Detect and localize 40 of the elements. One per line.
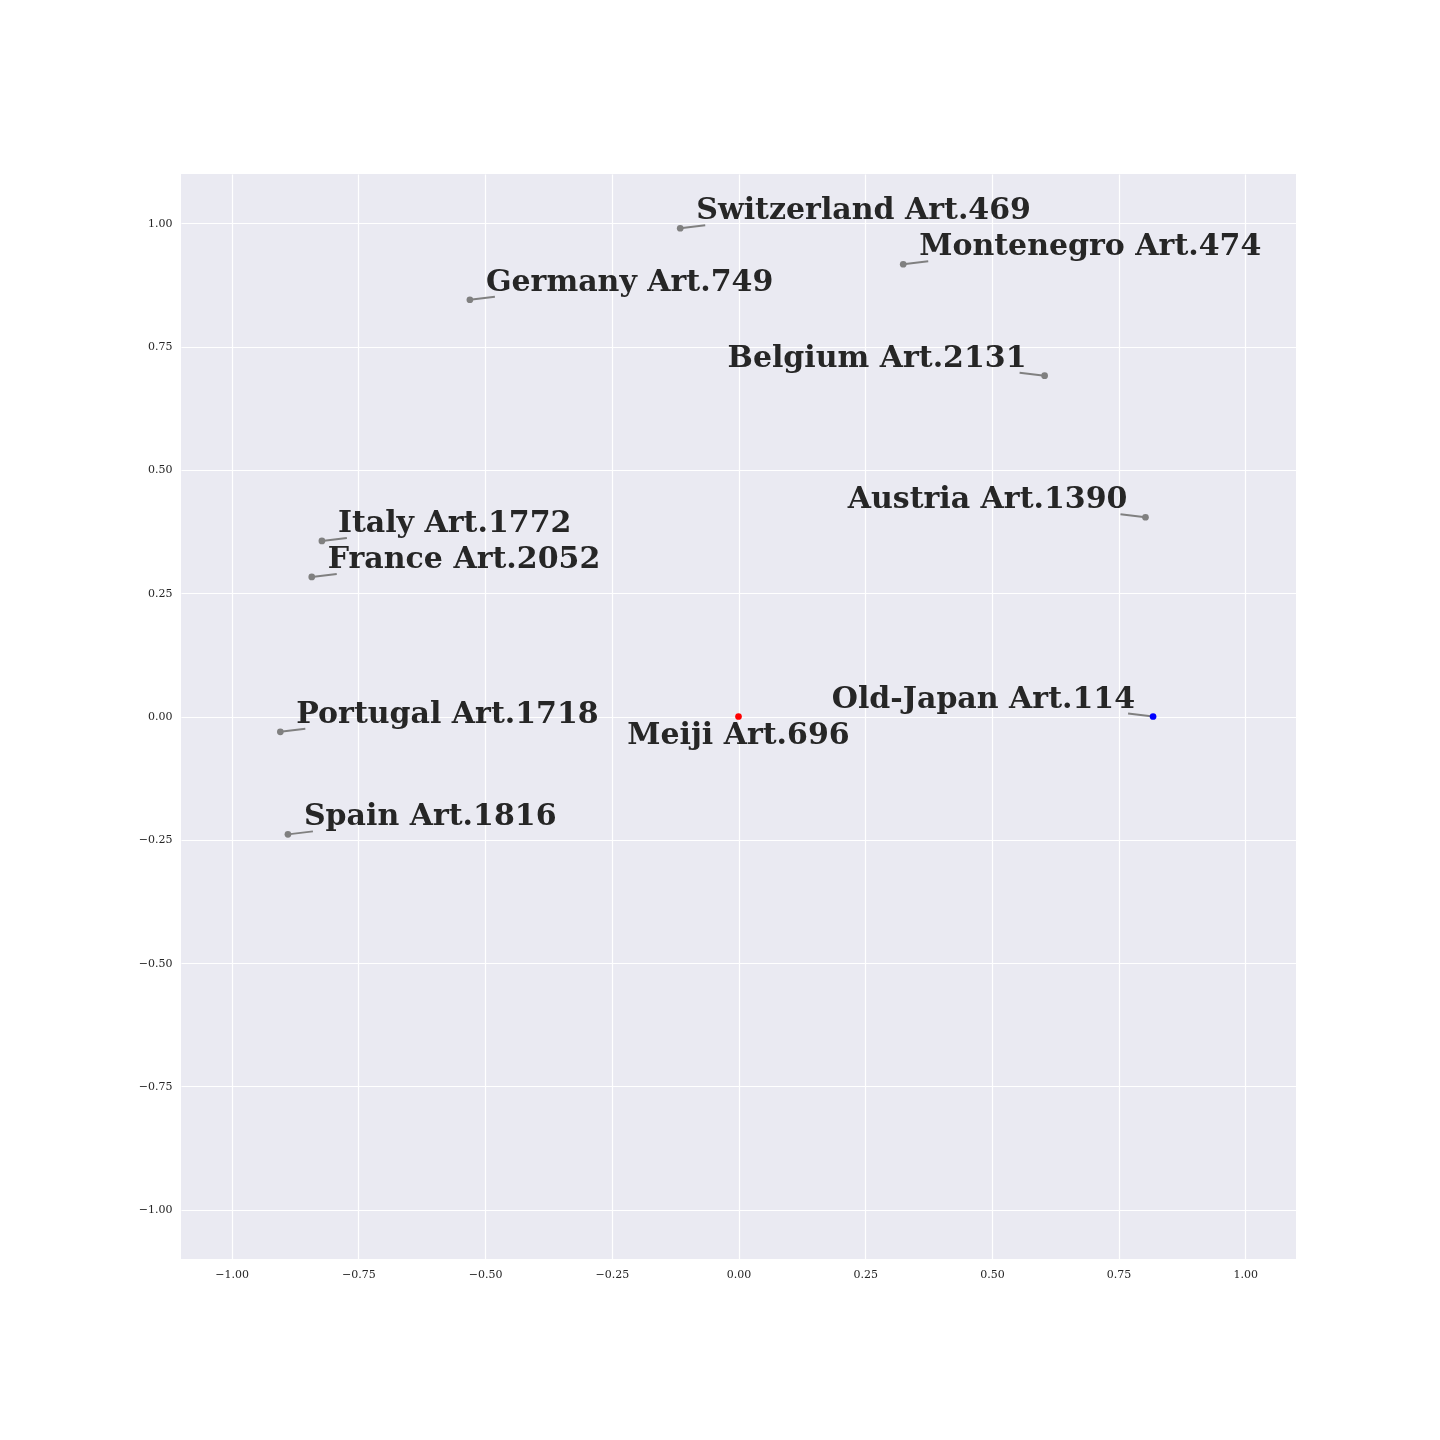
annotation: Switzerland Art.469	[696, 191, 1031, 227]
x-tick-label: −1.00	[215, 1267, 250, 1281]
y-tick-label: 0.75	[148, 340, 173, 354]
point	[735, 713, 742, 720]
x-tick-label: 0.50	[980, 1267, 1005, 1281]
annotation: Spain Art.1816	[303, 797, 557, 833]
annotation: Portugal Art.1718	[296, 694, 599, 730]
y-tick-label: 1.00	[148, 216, 173, 230]
x-tick-label: 0.00	[726, 1267, 752, 1281]
y-tick-label: −0.75	[138, 1079, 173, 1093]
x-tick-label: 0.25	[853, 1267, 878, 1281]
point	[276, 728, 284, 736]
point	[899, 260, 907, 268]
annotation: Germany Art.749	[485, 262, 774, 298]
x-tick-label: −0.75	[342, 1267, 376, 1281]
point	[284, 831, 292, 838]
y-tick-label: −1.00	[138, 1203, 173, 1217]
point	[318, 537, 326, 545]
x-tick-label: −0.25	[595, 1267, 630, 1281]
annotation: Italy Art.1772	[337, 503, 572, 539]
annotation: Austria Art.1390	[846, 480, 1128, 516]
y-tick-label: 0.25	[148, 586, 173, 600]
point	[1142, 513, 1149, 521]
x-tick-label: 1.00	[1233, 1267, 1259, 1281]
annotation: Old-Japan Art.114	[831, 679, 1136, 715]
annotation: France Art.2052	[327, 539, 601, 575]
annotation: Meiji Art.696	[627, 715, 850, 751]
y-tick-label: 0.50	[148, 463, 173, 477]
point	[308, 573, 316, 581]
annotation: Montenegro Art.474	[919, 227, 1262, 263]
point	[676, 224, 684, 232]
y-tick-label: −0.50	[138, 956, 173, 970]
point	[1041, 372, 1048, 380]
y-tick-label: 0.00	[148, 710, 173, 723]
x-tick-label: −0.50	[468, 1267, 503, 1281]
y-tick-label: −0.25	[138, 833, 173, 847]
point	[1149, 713, 1157, 720]
point	[466, 296, 474, 304]
annotation: Belgium Art.2131	[727, 338, 1027, 374]
x-tick-label: 0.75	[1106, 1267, 1132, 1281]
